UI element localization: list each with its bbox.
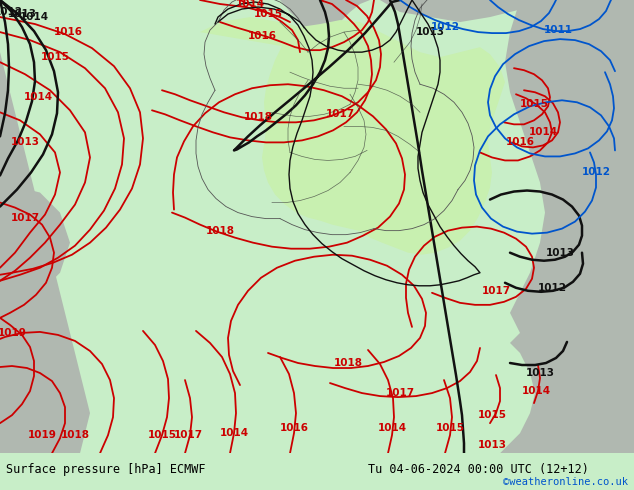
- Polygon shape: [0, 0, 70, 333]
- Text: 1014: 1014: [528, 127, 557, 137]
- Text: 1014: 1014: [23, 92, 53, 102]
- Text: 1018: 1018: [243, 112, 273, 122]
- Polygon shape: [500, 313, 634, 453]
- Text: 1017: 1017: [385, 388, 415, 398]
- Text: 1017: 1017: [325, 109, 354, 120]
- Polygon shape: [0, 0, 90, 453]
- Text: 1019: 1019: [27, 430, 56, 440]
- Text: 1014: 1014: [20, 12, 49, 22]
- Text: 1015: 1015: [436, 423, 465, 433]
- Text: 1012: 1012: [0, 7, 22, 17]
- Text: 1013: 1013: [415, 27, 444, 37]
- Text: 1012: 1012: [538, 283, 567, 293]
- Text: 1017: 1017: [10, 213, 39, 222]
- Text: 1013: 1013: [526, 368, 555, 378]
- Text: 1013: 1013: [8, 9, 37, 19]
- Polygon shape: [380, 0, 634, 22]
- Text: 1016: 1016: [280, 423, 309, 433]
- Polygon shape: [200, 17, 505, 255]
- Text: 1011: 1011: [543, 25, 573, 35]
- Text: 1016: 1016: [53, 27, 82, 37]
- Text: 1018: 1018: [60, 430, 89, 440]
- Text: 1017: 1017: [174, 430, 202, 440]
- Text: Tu 04-06-2024 00:00 UTC (12+12): Tu 04-06-2024 00:00 UTC (12+12): [368, 463, 588, 476]
- Polygon shape: [280, 0, 370, 37]
- Text: 1015: 1015: [148, 430, 176, 440]
- Text: 1014: 1014: [219, 428, 249, 438]
- Text: 1018: 1018: [205, 225, 235, 236]
- Text: 1014: 1014: [377, 423, 406, 433]
- Text: 1012: 1012: [581, 168, 611, 177]
- Text: 1015: 1015: [41, 52, 70, 62]
- Text: 1015: 1015: [519, 99, 548, 109]
- Text: 1015: 1015: [477, 410, 507, 420]
- Polygon shape: [505, 0, 634, 443]
- Text: 1014: 1014: [235, 0, 264, 9]
- Text: 1013: 1013: [545, 248, 574, 258]
- Text: 1016: 1016: [247, 31, 276, 41]
- Text: 1013: 1013: [11, 137, 39, 147]
- Text: 1014: 1014: [521, 386, 550, 396]
- Text: 1016: 1016: [505, 137, 534, 147]
- Text: 1019: 1019: [0, 328, 27, 338]
- Text: 1018: 1018: [333, 358, 363, 368]
- Text: 1015: 1015: [254, 9, 283, 19]
- Text: ©weatheronline.co.uk: ©weatheronline.co.uk: [503, 477, 628, 487]
- Text: 1017: 1017: [481, 286, 510, 296]
- Text: Surface pressure [hPa] ECMWF: Surface pressure [hPa] ECMWF: [6, 463, 206, 476]
- Text: 1013: 1013: [477, 440, 507, 450]
- Text: 1012: 1012: [430, 22, 460, 32]
